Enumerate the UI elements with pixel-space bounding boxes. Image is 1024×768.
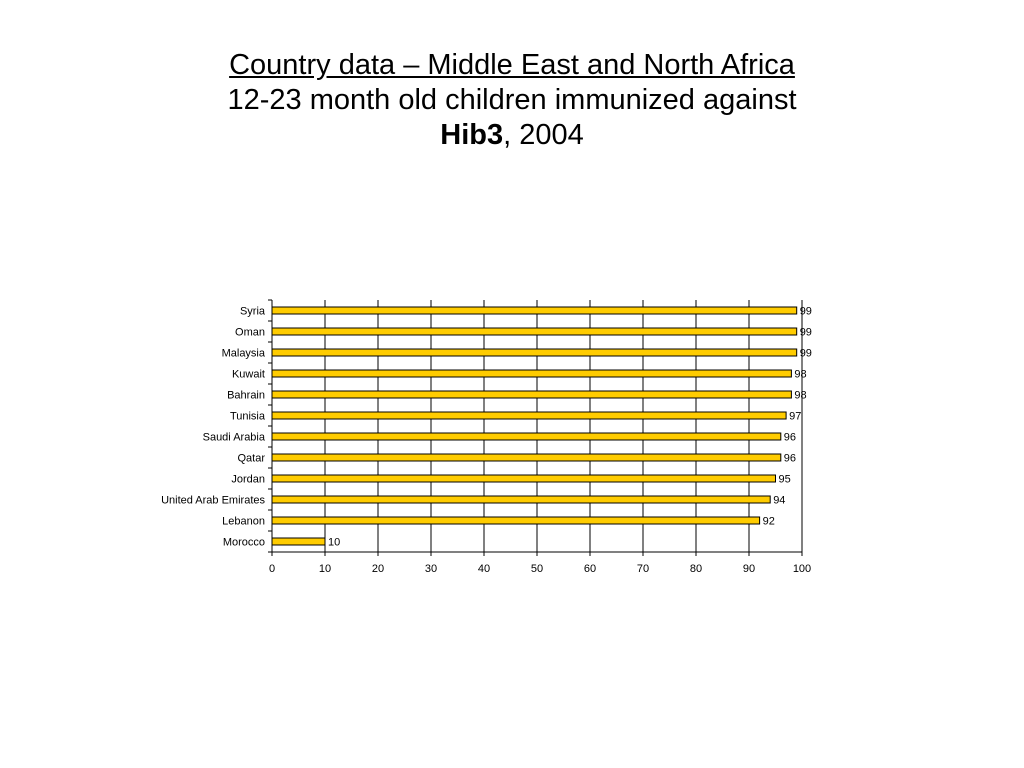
x-tick-label-10: 10 (319, 563, 331, 575)
category-label-morocco: Morocco (223, 537, 265, 549)
bar-syria (271, 306, 798, 315)
bar-jordan (271, 474, 776, 483)
slide-title: Country data – Middle East and North Afr… (0, 48, 1024, 153)
bar-lebanon (271, 516, 761, 525)
data-label-bahrain: 98 (794, 390, 806, 402)
bar-tunisia (271, 411, 787, 420)
category-label-lebanon: Lebanon (222, 516, 265, 528)
bar-malaysia (271, 348, 798, 357)
category-label-jordan: Jordan (231, 474, 265, 486)
data-label-saudi-arabia: 96 (784, 432, 796, 444)
bar-qatar (271, 453, 782, 462)
x-tick-label-30: 30 (425, 563, 437, 575)
x-tick-label-80: 80 (690, 563, 702, 575)
category-label-united-arab-emirates: United Arab Emirates (161, 495, 265, 507)
data-label-morocco: 10 (328, 537, 340, 549)
data-label-oman: 99 (800, 327, 812, 339)
data-label-syria: 99 (800, 306, 812, 318)
data-label-united-arab-emirates: 94 (773, 495, 785, 507)
data-label-lebanon: 92 (763, 516, 775, 528)
data-label-jordan: 95 (779, 474, 791, 486)
data-label-qatar: 96 (784, 453, 796, 465)
category-label-tunisia: Tunisia (230, 411, 266, 423)
x-tick-label-20: 20 (372, 563, 384, 575)
bar-bahrain (271, 390, 792, 399)
title-line-3: Hib3, 2004 (0, 118, 1024, 153)
title-vaccine: Hib3 (440, 119, 504, 151)
bar-united-arab-emirates (271, 495, 771, 504)
x-tick-label-70: 70 (637, 563, 649, 575)
title-line-1: Country data – Middle East and North Afr… (229, 49, 795, 81)
title-line-2: 12-23 month old children immunized again… (227, 84, 797, 116)
category-label-malaysia: Malaysia (222, 348, 266, 360)
category-label-syria: Syria (240, 306, 266, 318)
bar-saudi-arabia (271, 432, 782, 441)
x-tick-label-90: 90 (743, 563, 755, 575)
data-label-malaysia: 99 (800, 348, 812, 360)
x-tick-label-40: 40 (478, 563, 490, 575)
bar-morocco (271, 537, 326, 546)
x-tick-label-50: 50 (531, 563, 543, 575)
category-label-kuwait: Kuwait (232, 369, 265, 381)
category-label-qatar: Qatar (237, 453, 265, 465)
bar-kuwait (271, 369, 792, 378)
category-label-bahrain: Bahrain (227, 390, 265, 402)
data-label-tunisia: 97 (789, 411, 801, 423)
bar-oman (271, 327, 798, 336)
category-label-oman: Oman (235, 327, 265, 339)
x-tick-label-0: 0 (269, 563, 275, 575)
x-tick-label-60: 60 (584, 563, 596, 575)
data-label-kuwait: 98 (794, 369, 806, 381)
category-label-saudi-arabia: Saudi Arabia (203, 432, 266, 444)
x-tick-label-100: 100 (793, 563, 811, 575)
title-year: , 2004 (503, 119, 584, 151)
